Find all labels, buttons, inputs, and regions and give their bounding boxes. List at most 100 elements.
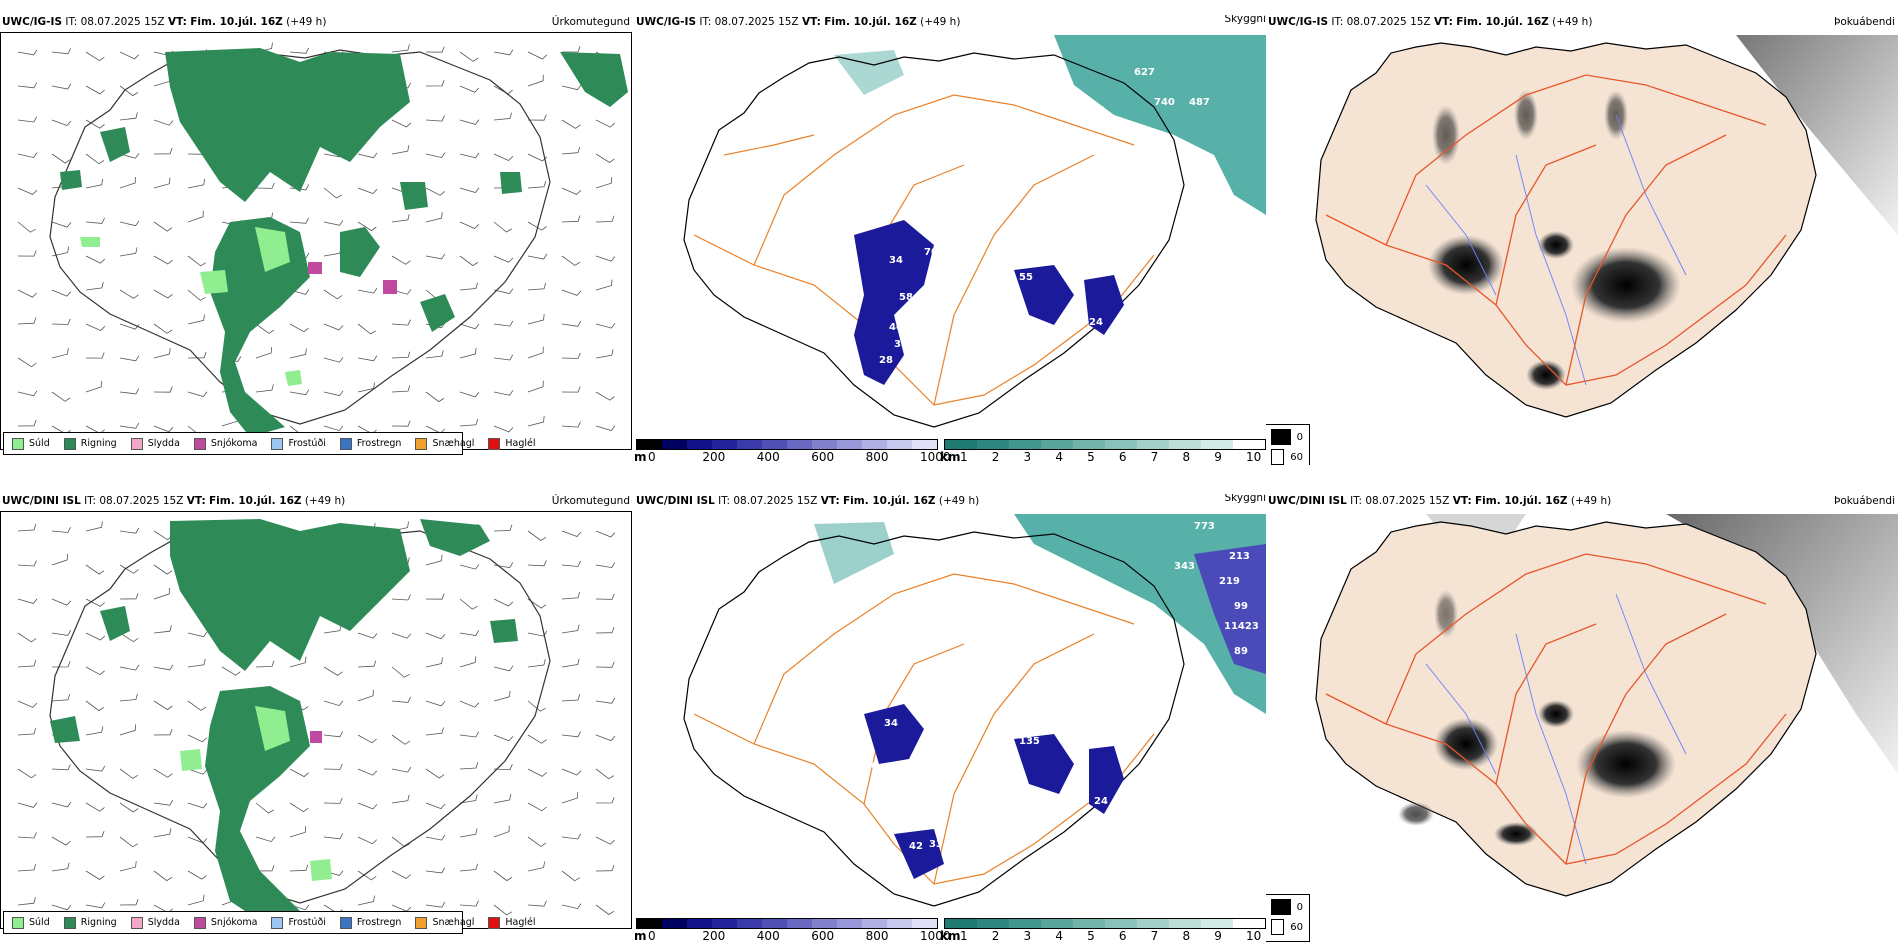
wind-barb <box>119 564 139 574</box>
colorbar-tick: 1 <box>960 929 968 943</box>
colorbar-segment <box>1009 440 1041 449</box>
wind-barb <box>527 630 548 637</box>
wind-barb <box>323 666 343 676</box>
wind-barb <box>561 146 581 155</box>
wind-barb <box>119 289 139 299</box>
legend-label: Snjókoma <box>210 917 258 928</box>
wind-barb <box>459 564 480 570</box>
wind-barb <box>425 834 446 841</box>
fog-legend-swatch <box>1271 919 1285 935</box>
wind-barb <box>493 793 512 804</box>
colorbar-segment <box>1169 440 1201 449</box>
colorbar-segment <box>737 440 762 449</box>
wind-barb <box>595 153 615 163</box>
wind-barb <box>561 833 582 840</box>
cloud-base-value: 470 <box>1084 105 1105 116</box>
fog-legend-swatch <box>1271 429 1291 445</box>
wind-barb <box>561 768 582 776</box>
wind-barb <box>119 664 140 671</box>
wind-barb <box>595 593 615 600</box>
colorbar-tick: 1 <box>960 450 968 464</box>
wind-barb <box>187 658 206 668</box>
wind-barb <box>561 320 582 327</box>
sea-fog <box>1666 514 1898 774</box>
wind-barb <box>595 177 613 189</box>
wind-barb <box>51 119 72 126</box>
wind-barb <box>51 153 71 164</box>
wind-barb <box>255 182 275 189</box>
wind-barb <box>357 323 376 335</box>
cloud-base-value: 46 <box>909 804 923 815</box>
wind-barb <box>153 221 173 232</box>
wind-barb <box>425 152 446 159</box>
wind-barb <box>153 828 172 838</box>
wind-barb <box>323 425 344 432</box>
colorbar-segment <box>945 919 977 928</box>
wind-barb <box>187 734 208 743</box>
wind-barb <box>153 870 173 882</box>
wind-barb <box>17 152 38 159</box>
cloud-base-value: 113 <box>1034 716 1055 727</box>
fog-panel-1: UWC/IG-IS IT: 08.07.2025 15Z VT: Fim. 10… <box>1266 15 1900 465</box>
panel-header: UWC/DINI ISL IT: 08.07.2025 15Z VT: Fim.… <box>2 495 346 507</box>
legend-label: Snæhagl <box>432 917 475 928</box>
wind-barb <box>119 693 138 702</box>
wind-barb <box>51 836 71 846</box>
wind-barb <box>391 696 411 703</box>
wind-barb <box>119 355 140 362</box>
wind-barb <box>85 352 105 359</box>
road-network <box>693 573 1155 885</box>
legend-swatch <box>271 916 284 929</box>
snow-areas <box>308 262 397 294</box>
cloud-base-areas <box>864 704 1124 879</box>
fog-map <box>1266 35 1898 455</box>
wind-barb <box>595 279 613 291</box>
wind-barb <box>51 348 69 359</box>
colorbar-segment <box>862 440 887 449</box>
wind-barb <box>561 421 581 428</box>
wind-barb <box>17 700 38 708</box>
wind-barb <box>527 314 545 325</box>
wind-barb <box>527 659 546 668</box>
wind-barb <box>391 666 410 678</box>
legend-item: Snæhagl <box>415 916 475 929</box>
wind-barb <box>595 864 615 872</box>
wind-barb <box>187 894 205 906</box>
cloud-base-value: 40 <box>889 322 903 333</box>
wind-barb <box>17 598 38 604</box>
fog-map <box>1266 514 1898 934</box>
drizzle-areas <box>80 227 302 386</box>
coastline <box>49 528 551 904</box>
wind-barb <box>527 221 547 231</box>
colorbar-segment <box>662 440 687 449</box>
wind-barb <box>289 323 309 333</box>
wind-barb <box>187 352 207 359</box>
colorbar-segment <box>1041 919 1073 928</box>
legend-label: Rigning <box>80 917 117 928</box>
wind-barb <box>527 768 547 777</box>
wind-barb <box>391 255 411 265</box>
wind-barb <box>595 697 616 704</box>
wind-barb <box>493 153 514 161</box>
legend-item: Snjókoma <box>193 916 258 929</box>
legend-label: Frostregn <box>356 917 402 928</box>
wind-barb <box>85 255 106 264</box>
wind-barb <box>527 180 547 189</box>
fog-legend-label: 60 <box>1290 451 1303 463</box>
cloud-base-value: 99 <box>1234 601 1248 612</box>
wind-barb <box>85 830 105 838</box>
colorbar-segment <box>1073 919 1105 928</box>
coastline <box>683 531 1185 907</box>
wind-barb <box>17 420 37 427</box>
legend-label: Slydda <box>147 438 180 449</box>
legend-swatch <box>415 916 428 929</box>
legend-label: Súld <box>29 438 50 449</box>
wind-barb <box>595 425 616 431</box>
wind-barb <box>493 825 510 838</box>
wind-barb <box>357 187 378 195</box>
roads <box>1325 553 1787 865</box>
panel-title: Skyggni <box>1224 494 1267 504</box>
colorbar-segment <box>837 440 862 449</box>
legend-swatch <box>63 437 76 450</box>
cloud-base-value: 24 <box>1094 796 1108 807</box>
